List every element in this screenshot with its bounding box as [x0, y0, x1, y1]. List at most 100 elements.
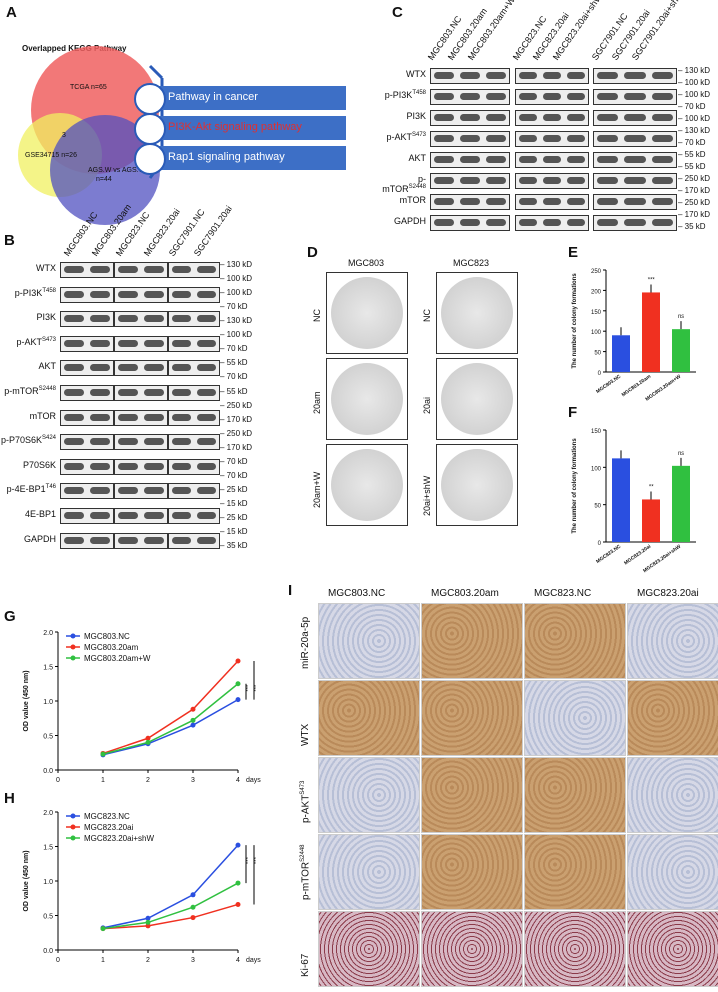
blot-band: [651, 135, 673, 142]
mw-marker: – 170 kD: [678, 186, 711, 195]
mw-marker: – 100 kD: [678, 90, 711, 99]
blot-band: [434, 198, 454, 205]
blot-band: [624, 72, 646, 79]
blot-strip: [114, 286, 168, 303]
ihc-image: [524, 757, 626, 833]
mw-marker: – 70 kD: [220, 456, 248, 466]
blot-band: [460, 219, 480, 226]
blot-band: [597, 177, 619, 184]
blot-strip: [114, 508, 168, 524]
bar: [672, 465, 690, 542]
ihc-row-label: miR-20a-5p: [300, 616, 311, 669]
blot-strip: [430, 215, 510, 231]
legend-label: MGC823.20ai: [84, 823, 134, 832]
venn-diagram: [18, 46, 164, 225]
blot-strip: [430, 89, 510, 105]
row-sup: S424: [41, 435, 56, 442]
blot-strip: [168, 311, 220, 328]
x-tick-label: 2: [146, 777, 150, 784]
blot-band: [519, 93, 537, 100]
sig-annot: ***: [254, 684, 260, 692]
blot-band: [597, 198, 619, 205]
ihc-image: [627, 680, 718, 756]
mw-marker: – 250 kD: [220, 400, 253, 410]
series-line: [102, 683, 239, 755]
blot-strip: [593, 131, 677, 147]
blot-strip: [168, 483, 220, 500]
blot-band: [486, 114, 506, 121]
blot-strip: [114, 311, 168, 328]
mw-marker: – 70 kD: [220, 470, 248, 480]
ihc-image: [318, 680, 420, 756]
mw-marker: – 15 kD: [220, 527, 248, 537]
blot-band: [434, 135, 454, 142]
x-tick-label: 3: [191, 777, 195, 784]
blot-strip: [168, 360, 220, 377]
ihc-image: [421, 757, 523, 833]
mw-marker: – 130 kD: [678, 126, 711, 135]
blot-row-label: WTX: [406, 69, 426, 79]
pathway-3: Rap1 signaling pathway: [168, 151, 285, 163]
blot-strip: [60, 434, 114, 451]
legend-marker: [70, 644, 76, 650]
row-sup: S2448: [408, 184, 426, 190]
colony-row-823-20ai: 20ai: [422, 396, 432, 414]
blot-band: [144, 266, 164, 273]
panel-label-g: G: [4, 608, 16, 625]
blot-strip: [515, 173, 589, 189]
blot-band: [567, 156, 585, 163]
blot-strip: [60, 262, 114, 278]
blot-band: [460, 72, 480, 79]
blot-band: [172, 512, 191, 519]
blot-band: [434, 93, 454, 100]
blot-band: [172, 413, 191, 421]
legend-label: MGC803.20am+W: [84, 654, 151, 663]
x-axis-label: days: [246, 957, 261, 964]
mw-marker: – 250 kD: [678, 174, 711, 183]
mw-marker: – 70 kD: [678, 102, 706, 111]
blot-strip: [515, 110, 589, 126]
blot-strip: [515, 68, 589, 84]
blot-band: [144, 290, 164, 298]
blot-strip: [515, 152, 589, 168]
blot-band: [597, 219, 619, 226]
blot-band: [90, 512, 110, 519]
sig-annot: ***: [254, 856, 260, 864]
blot-band: [90, 339, 110, 347]
panel-label-e: E: [568, 244, 579, 261]
legend-label: MGC803.NC: [84, 632, 130, 641]
x-tick-label: MGC823.20ai: [623, 543, 652, 566]
mw-marker: – 250 kD: [220, 428, 253, 438]
ihc-row-label: Ki-67: [300, 953, 311, 977]
blot-band: [90, 536, 110, 544]
data-point: [145, 919, 151, 925]
data-point: [190, 904, 196, 910]
legend-marker: [70, 633, 76, 639]
blot-band: [172, 487, 191, 495]
blot-band: [651, 114, 673, 121]
mw-marker: – 55 kD: [220, 386, 248, 396]
blot-band: [118, 364, 138, 372]
legend-marker: [70, 835, 76, 841]
panel-label-d: D: [307, 244, 318, 261]
blot-band: [64, 413, 84, 421]
y-tick-label: 0.5: [43, 914, 53, 921]
y-tick-label: 200: [591, 289, 602, 295]
panel-label-h: H: [4, 790, 15, 807]
venn-gse: GSE34715 n=26: [25, 152, 77, 159]
blot-strip: [60, 458, 114, 475]
blot-band: [172, 315, 191, 323]
venn-ags-n: n=44: [96, 176, 112, 183]
blot-band: [434, 177, 454, 184]
mw-marker: – 170 kD: [220, 442, 253, 452]
blot-band: [197, 290, 216, 298]
blot-band: [486, 177, 506, 184]
blot-row-label: p-PI3KT458: [384, 90, 426, 100]
blot-band: [651, 72, 673, 79]
blot-band: [624, 93, 646, 100]
colony-plate-803-20amw: [326, 444, 408, 526]
blot-band: [486, 135, 506, 142]
blot-strip: [430, 68, 510, 84]
blot-band: [651, 156, 673, 163]
blot-band: [651, 93, 673, 100]
